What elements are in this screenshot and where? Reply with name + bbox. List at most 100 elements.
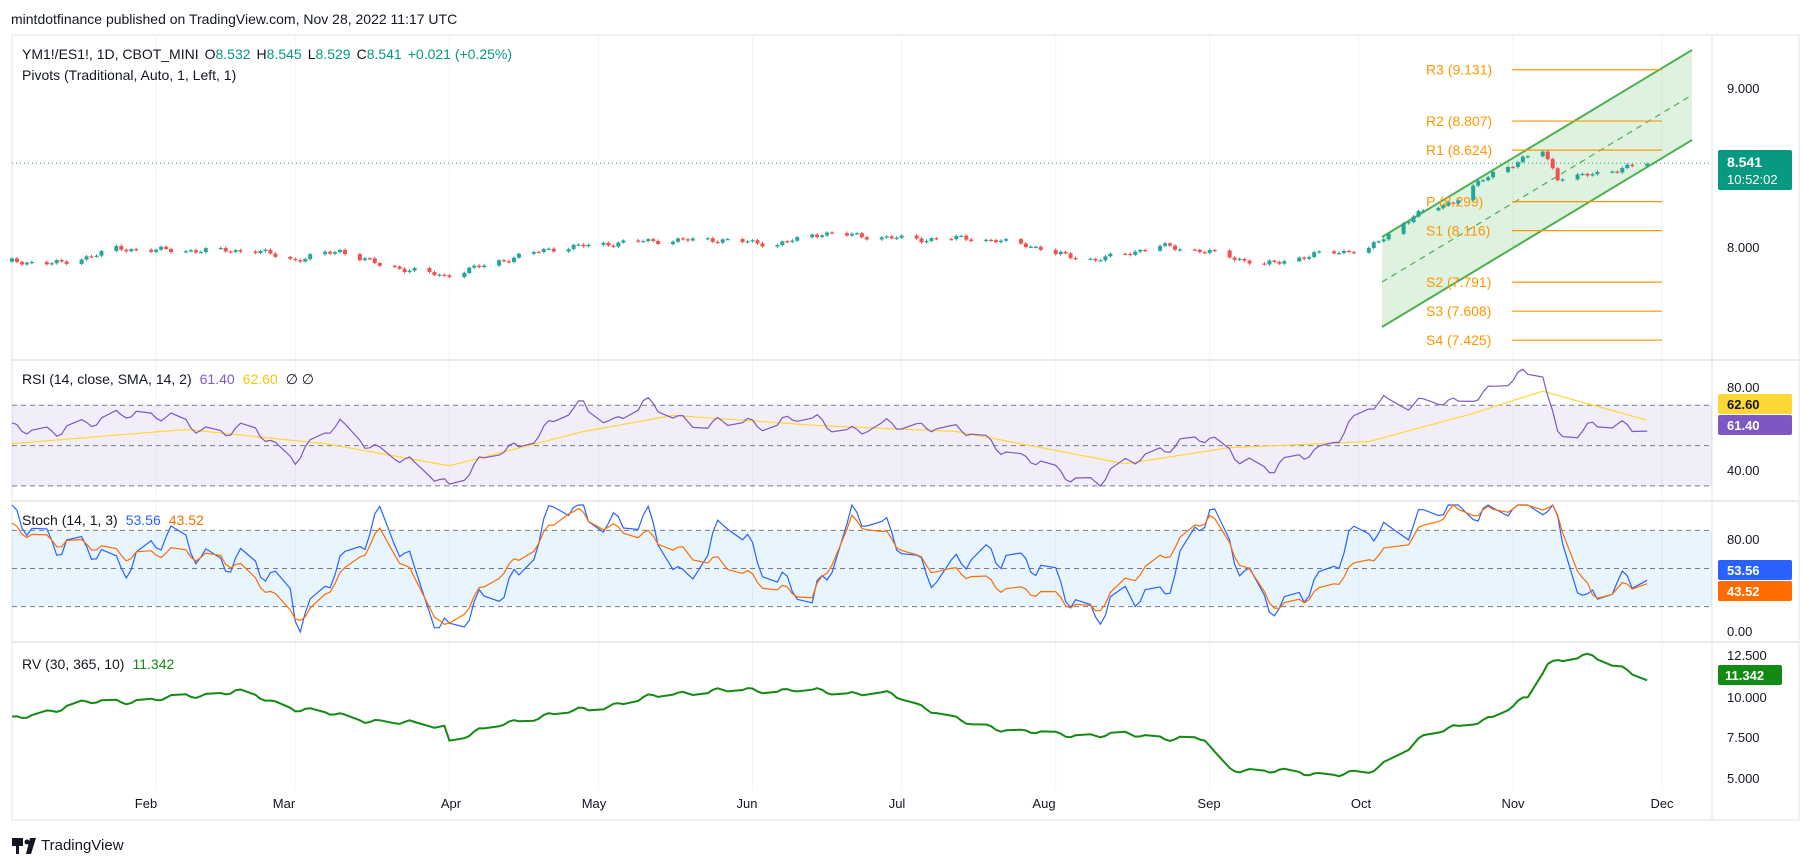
candle-body — [432, 272, 437, 276]
candle-body — [273, 253, 278, 257]
tradingview-logo-icon[interactable] — [12, 838, 36, 854]
candle-body — [1590, 174, 1595, 176]
candle-body — [780, 241, 785, 246]
rv-badge — [1718, 665, 1782, 685]
candle-body — [497, 260, 502, 266]
candlestick-series — [10, 150, 1650, 279]
candle-body — [989, 239, 994, 242]
candle-body — [154, 249, 159, 252]
rsi-ma-legend-value: 62.60 — [243, 371, 278, 387]
svg-text:RV (30, 365, 10)11.342: RV (30, 365, 10) 11.342 — [22, 656, 174, 672]
candle-body — [1456, 200, 1461, 204]
candle-body — [1088, 258, 1093, 261]
stoch-bands — [12, 529, 1712, 608]
channel-upper-line[interactable] — [1381, 49, 1693, 238]
candle-body — [675, 238, 680, 242]
candle-body — [551, 248, 556, 252]
candle-body — [1133, 251, 1138, 255]
candle-body — [357, 254, 362, 261]
footer-brand: TradingView — [41, 837, 124, 854]
candle-body — [1555, 168, 1560, 181]
candle-body — [1272, 260, 1277, 262]
pivots-legend: Pivots (Traditional, Auto, 1, Left, 1) — [22, 67, 236, 83]
candle-body — [392, 265, 397, 267]
candle-body — [124, 249, 129, 252]
candle-body — [1411, 216, 1416, 223]
candle-body — [1168, 243, 1173, 246]
chart-frame — [11, 34, 1800, 821]
candle-body — [621, 240, 626, 243]
rv-tick-7500: 7.500 — [1727, 730, 1760, 745]
stoch-d-badge — [1718, 581, 1792, 601]
candle-body — [233, 250, 238, 252]
candle-body — [1481, 180, 1486, 182]
candle-body — [705, 238, 710, 240]
candle-body — [919, 238, 924, 243]
x-tick-nov: Nov — [1501, 796, 1525, 811]
close-value: 8.541 — [367, 46, 402, 62]
channel-lower-line[interactable] — [1381, 139, 1693, 328]
candle-body — [815, 234, 820, 238]
candle-body — [606, 242, 611, 246]
rsi-bands — [12, 404, 1712, 487]
candle-body — [129, 249, 134, 252]
x-tick-dec: Dec — [1650, 796, 1674, 811]
candle-body — [1004, 239, 1008, 241]
stoch-k-legend-value: 53.56 — [126, 512, 161, 528]
open-label: O — [205, 46, 216, 62]
candle-body — [1307, 256, 1312, 259]
candle-body — [1138, 250, 1143, 252]
candle-body — [511, 257, 516, 263]
candle-body — [924, 240, 929, 243]
candle-body — [810, 234, 815, 238]
rsi-legend-label: RSI (14, close, SMA, 14, 2) — [22, 371, 192, 387]
candle-body — [1560, 179, 1565, 181]
candle-body — [1297, 257, 1302, 262]
change-value: +0.021 (+0.25%) — [408, 46, 512, 62]
candle-body — [1406, 222, 1411, 224]
candle-body — [1341, 250, 1346, 253]
candle-body — [720, 239, 725, 243]
candle-body — [1540, 151, 1545, 157]
candle-body — [402, 268, 407, 273]
pivot-label: S3 (7.608) — [1426, 303, 1491, 319]
candle-body — [1376, 241, 1381, 243]
candle-body — [1163, 243, 1168, 246]
candle-body — [680, 238, 685, 240]
candle-body — [94, 255, 99, 257]
candle-body — [725, 239, 730, 241]
candle-body — [1550, 159, 1555, 169]
stoch-d-line — [11, 504, 1648, 625]
price-tick-9000: 9.000 — [1727, 81, 1760, 96]
candle-body — [1177, 249, 1182, 251]
candle-body — [203, 248, 208, 252]
close-label: C — [357, 46, 367, 62]
candle-body — [1192, 249, 1197, 251]
candle-body — [253, 251, 258, 253]
candle-body — [1242, 258, 1247, 261]
candle-body — [377, 263, 382, 266]
candle-body — [641, 241, 646, 243]
candle-body — [1073, 258, 1078, 260]
candle-body — [889, 236, 894, 239]
candle-body — [616, 242, 621, 247]
candle-body — [482, 265, 487, 268]
candle-body — [29, 261, 34, 264]
candle-body — [1486, 177, 1491, 181]
candle-body — [1491, 172, 1496, 178]
candle-body — [397, 266, 402, 269]
candle-body — [531, 252, 536, 254]
channel-midline — [1381, 94, 1693, 283]
candle-body — [1028, 246, 1033, 248]
candle-body — [949, 239, 954, 241]
candle-body — [502, 260, 507, 262]
low-value: 8.529 — [316, 46, 351, 62]
candle-body — [1595, 171, 1600, 175]
x-tick-sep: Sep — [1197, 796, 1220, 811]
grid-lines — [155, 35, 1663, 790]
candle-body — [462, 272, 467, 278]
candle-body — [328, 251, 333, 254]
candle-body — [1237, 258, 1242, 261]
last-price-badge — [1718, 150, 1792, 190]
